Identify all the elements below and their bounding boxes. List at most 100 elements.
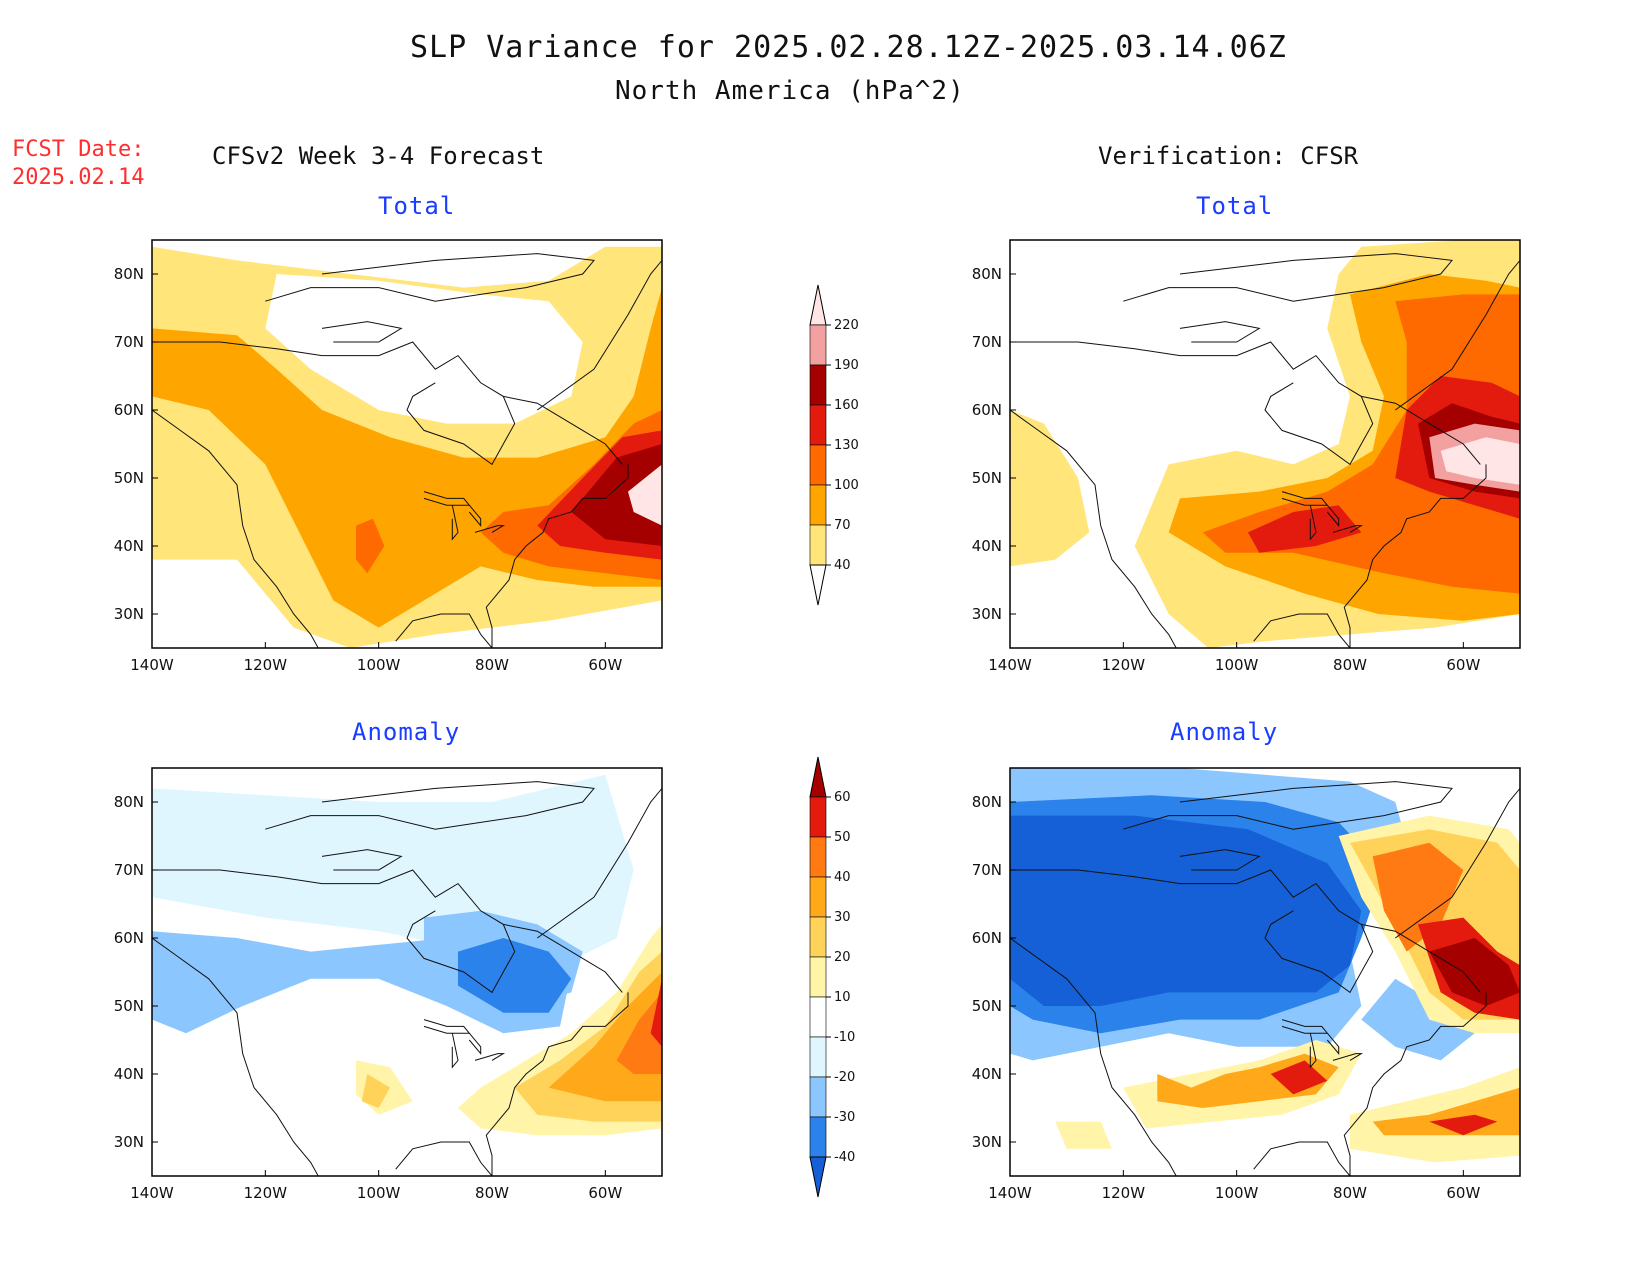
colorbar-anomaly: -40 -30 -20 -10 10 20 30 40 50 60 bbox=[790, 752, 880, 1202]
lat-tick-label: 40N bbox=[972, 537, 1002, 555]
contour-fill bbox=[1055, 1121, 1112, 1149]
map-svg: 140W 120W 100W 80W 60W 30N 40N 50N 60N 70N 80N bbox=[972, 239, 1521, 674]
coastline bbox=[503, 923, 623, 993]
lon-tick-label: 120W bbox=[244, 1184, 288, 1202]
lat-tick-label: 70N bbox=[114, 333, 144, 351]
lon-tick-label: 80W bbox=[1333, 1184, 1367, 1202]
colorbar-segment bbox=[809, 404, 827, 446]
colorbar-label: -20 bbox=[834, 1070, 855, 1085]
contour-fill bbox=[571, 444, 662, 546]
coastline bbox=[1010, 409, 1177, 648]
colorbar-segment bbox=[809, 796, 827, 838]
lon-tick-label: 140W bbox=[130, 656, 174, 674]
coastline bbox=[503, 395, 623, 465]
coastline bbox=[152, 341, 516, 466]
coastline bbox=[265, 781, 595, 830]
panel-title-forecast-total: Total bbox=[378, 192, 456, 220]
coastline bbox=[468, 504, 482, 527]
colorbar-segment bbox=[809, 484, 827, 526]
map-svg: 140W 120W 100W 80W 60W 30N 40N 50N 60N 70N 80N bbox=[114, 239, 663, 674]
lon-tick-label: 140W bbox=[130, 1184, 174, 1202]
lon-tick-label: 60W bbox=[588, 656, 622, 674]
colorbar-segment bbox=[809, 324, 827, 366]
lon-tick-label: 120W bbox=[244, 656, 288, 674]
coastline bbox=[395, 992, 629, 1176]
colorbar-label: 60 bbox=[834, 790, 851, 805]
lat-tick-label: 80N bbox=[972, 265, 1002, 283]
map-panel-forecast-anomaly: 140W 120W 100W 80W 60W 30N 40N 50N 60N 70N 80N bbox=[100, 766, 686, 1210]
lon-tick-label: 60W bbox=[1446, 1184, 1480, 1202]
forecast-column-title: CFSv2 Week 3-4 Forecast bbox=[212, 142, 545, 170]
contour-fill bbox=[1429, 1114, 1498, 1136]
lon-tick-label: 100W bbox=[1215, 656, 1259, 674]
verification-column-title: Verification: CFSR bbox=[1098, 142, 1359, 170]
colorbar-segment bbox=[809, 916, 827, 958]
coastline bbox=[1395, 788, 1520, 939]
coastline bbox=[468, 1032, 482, 1055]
lon-tick-label: 60W bbox=[588, 1184, 622, 1202]
lon-tick-label: 80W bbox=[1333, 656, 1367, 674]
coastline bbox=[152, 409, 319, 648]
colorbar-segment bbox=[809, 1156, 827, 1198]
contour-fill bbox=[458, 938, 572, 1013]
lon-tick-label: 60W bbox=[1446, 656, 1480, 674]
lat-tick-label: 30N bbox=[114, 1133, 144, 1151]
lat-tick-label: 30N bbox=[972, 1133, 1002, 1151]
colorbar-segment bbox=[809, 564, 827, 606]
coastline bbox=[537, 260, 662, 411]
colorbar-label: 30 bbox=[834, 910, 851, 925]
colorbar-label: 40 bbox=[834, 870, 851, 885]
coastline bbox=[395, 464, 629, 648]
coastline bbox=[1326, 1032, 1340, 1055]
lon-tick-label: 100W bbox=[357, 1184, 401, 1202]
coastline bbox=[474, 525, 506, 533]
colorbar-total: 40 70 100 130 160 190 220 bbox=[790, 280, 880, 610]
lat-tick-label: 50N bbox=[972, 469, 1002, 487]
map-svg: 140W 120W 100W 80W 60W 30N 40N 50N 60N 70N 80N bbox=[114, 767, 663, 1202]
plot-frame bbox=[151, 239, 663, 649]
coastline bbox=[1309, 505, 1317, 541]
lat-tick-label: 40N bbox=[114, 537, 144, 555]
contour-fill bbox=[186, 464, 220, 506]
coastline bbox=[451, 505, 459, 541]
colorbar-label: 160 bbox=[834, 398, 859, 413]
map-panel-forecast-total: 140W 120W 100W 80W 60W 30N 40N 50N 60N 70N 80N bbox=[100, 238, 686, 682]
contour-fill bbox=[1361, 978, 1475, 1061]
lat-tick-label: 30N bbox=[972, 605, 1002, 623]
colorbar-segment bbox=[809, 284, 827, 326]
colorbar-segment bbox=[809, 1116, 827, 1158]
lat-tick-label: 30N bbox=[114, 605, 144, 623]
plot-frame bbox=[1009, 767, 1521, 1177]
coastline bbox=[152, 869, 516, 994]
lat-tick-label: 70N bbox=[972, 333, 1002, 351]
fcst-date-value: 2025.02.14 bbox=[12, 165, 145, 190]
lat-tick-label: 80N bbox=[114, 265, 144, 283]
colorbar-label: 220 bbox=[834, 318, 859, 333]
coastline bbox=[1361, 923, 1481, 993]
lon-tick-label: 120W bbox=[1102, 656, 1146, 674]
coastline bbox=[423, 1019, 471, 1034]
coastline bbox=[1123, 253, 1453, 302]
colorbar-label: 190 bbox=[834, 358, 859, 373]
coastline bbox=[321, 321, 403, 343]
colorbar-segment bbox=[809, 836, 827, 878]
colorbar-label: 70 bbox=[834, 518, 851, 533]
contour-fill bbox=[1248, 505, 1362, 553]
coastline bbox=[152, 937, 319, 1176]
panel-title-verification-anomaly: Anomaly bbox=[1170, 718, 1279, 746]
coastline bbox=[1332, 525, 1364, 533]
contour-fill bbox=[628, 464, 662, 526]
colorbar-segment bbox=[809, 524, 827, 566]
panel-title-forecast-anomaly: Anomaly bbox=[352, 718, 461, 746]
coastline bbox=[1395, 260, 1520, 411]
lat-tick-label: 80N bbox=[114, 793, 144, 811]
contour-fill bbox=[1440, 437, 1520, 485]
colorbar-segment bbox=[809, 756, 827, 798]
coastline bbox=[321, 849, 403, 871]
coastline bbox=[1179, 321, 1261, 343]
colorbar-segment bbox=[809, 1076, 827, 1118]
colorbar-label: 50 bbox=[834, 830, 851, 845]
colorbar-label: 10 bbox=[834, 990, 851, 1005]
lon-tick-label: 80W bbox=[475, 656, 509, 674]
coastline bbox=[1010, 869, 1374, 994]
